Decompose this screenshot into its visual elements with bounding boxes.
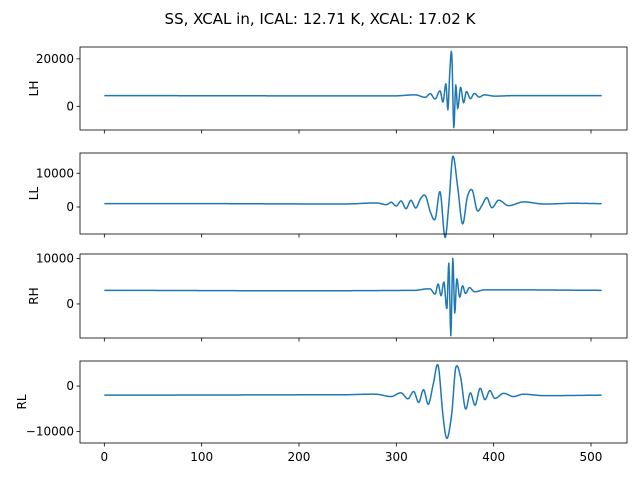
xtick-label: 100	[190, 450, 213, 464]
ytick-label-ll: 10000	[36, 166, 74, 180]
ytick-label-rh: 0	[66, 297, 74, 311]
subplot-lh: 0 20000 LH	[27, 46, 628, 134]
ytick-label-ll: 0	[66, 200, 74, 214]
subplot-rh: 0 10000 RH	[27, 252, 628, 342]
subplot-ll: 0 10000 LL	[27, 152, 628, 239]
ytick-label-lh: 0	[66, 99, 74, 113]
subplot-rl: −10000 0 0 100 200 300 400 500 RL	[15, 360, 628, 464]
ylabel-ll: LL	[27, 187, 41, 201]
series-line-rh	[104, 257, 602, 337]
ytick-label-rl: 0	[66, 379, 74, 393]
xtick-label: 200	[288, 450, 311, 464]
ytick-label-lh: 20000	[36, 52, 74, 66]
xtick-label: 400	[482, 450, 505, 464]
ylabel-rh: RH	[27, 287, 41, 304]
ylabel-lh: LH	[27, 81, 41, 97]
axes-frame-lh	[79, 46, 628, 131]
axes-frame-rh	[79, 253, 628, 339]
ytick-label-rl: −10000	[26, 425, 74, 439]
xtick-label: 300	[385, 450, 408, 464]
axes-frame-rl	[79, 360, 628, 444]
series-line-ll	[104, 155, 602, 239]
series-line-lh	[104, 50, 602, 129]
xtick-label: 0	[101, 450, 109, 464]
ylabel-rl: RL	[15, 394, 29, 409]
xtick-label: 500	[580, 450, 603, 464]
series-line-rl	[104, 363, 602, 440]
ytick-label-rh: 10000	[36, 252, 74, 266]
figure-title: SS, XCAL in, ICAL: 12.71 K, XCAL: 17.02 …	[165, 10, 477, 28]
axes-frame-ll	[79, 152, 628, 235]
